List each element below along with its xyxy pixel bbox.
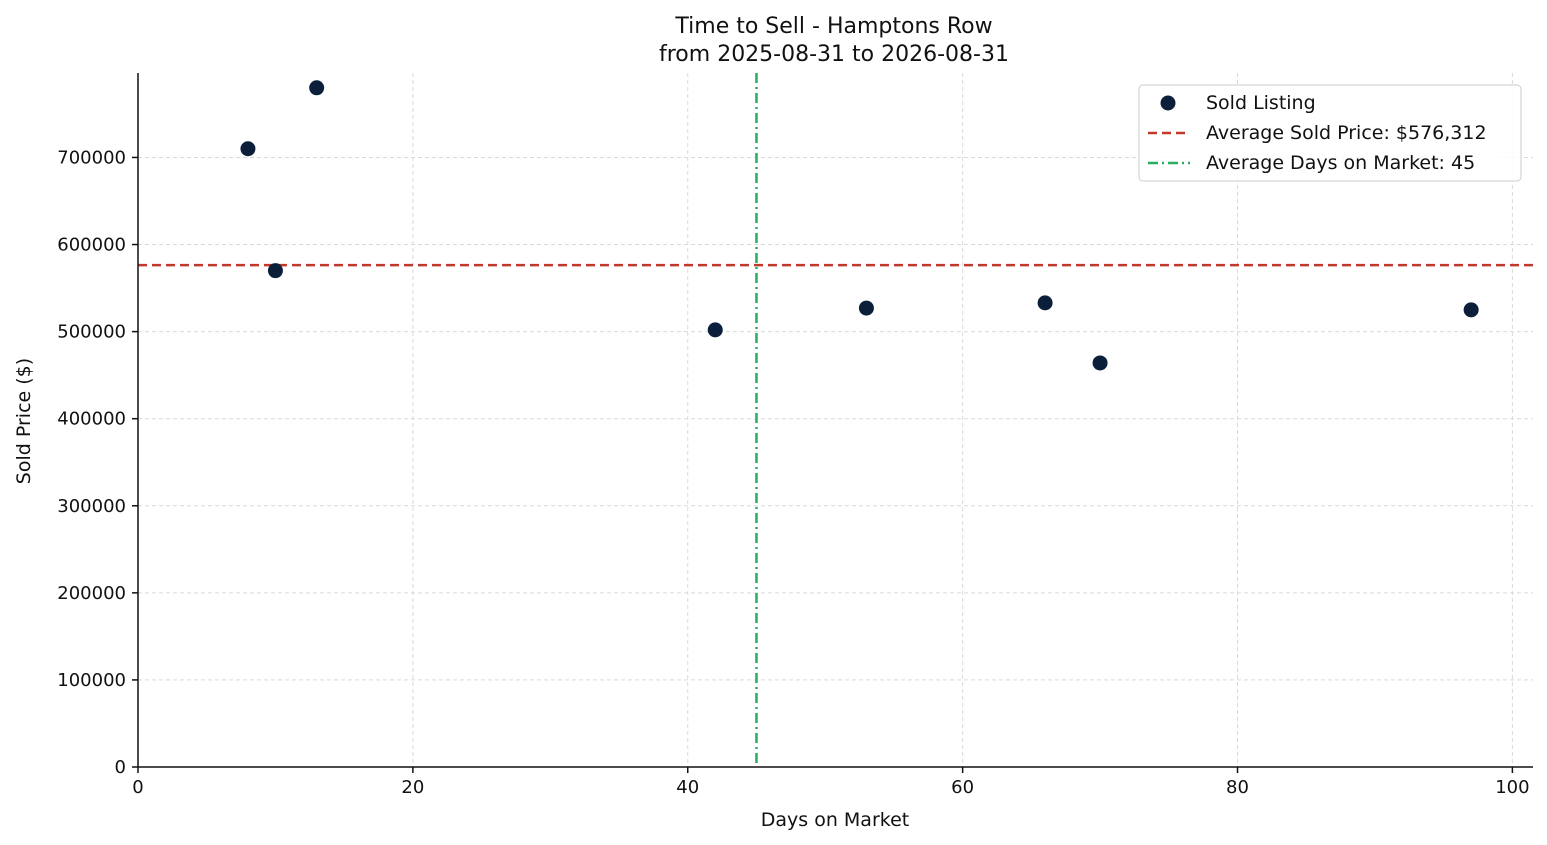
y-tick-label: 700000 (57, 147, 126, 168)
grid-lines (138, 73, 1533, 767)
legend-box (1138, 84, 1522, 182)
y-axis-label: Sold Price ($) (13, 358, 35, 484)
data-point (707, 322, 723, 338)
x-tick-label: 60 (951, 777, 974, 798)
x-tick-label: 80 (1226, 777, 1249, 798)
chart-title: Time to Sell - Hamptons Row (674, 14, 992, 39)
x-axis-ticks: 0 20 40 60 80 100 (132, 767, 1530, 798)
reference-lines (138, 73, 1533, 767)
legend: Sold Listing Average Sold Price: $576,31… (1138, 84, 1522, 182)
data-point (1463, 302, 1479, 318)
y-tick-label: 200000 (57, 583, 126, 604)
y-tick-label: 300000 (57, 496, 126, 517)
y-tick-label: 500000 (57, 322, 126, 343)
legend-marker-sold-listing (1160, 95, 1176, 111)
legend-label-sold-listing: Sold Listing (1206, 92, 1316, 114)
y-tick-label: 400000 (57, 409, 126, 430)
data-point (309, 80, 325, 96)
legend-label-average-days: Average Days on Market: 45 (1206, 152, 1475, 174)
y-axis-ticks: 0 100000 200000 300000 400000 500000 600000 700… (57, 147, 138, 778)
chart-subtitle: from 2025-08-31 to 2026-08-31 (659, 42, 1009, 67)
data-point (1092, 355, 1108, 371)
y-tick-label: 600000 (57, 235, 126, 256)
data-point (1037, 295, 1053, 311)
data-point (267, 263, 283, 279)
data-points (240, 80, 1479, 371)
data-point (858, 300, 874, 316)
legend-label-average-price: Average Sold Price: $576,312 (1206, 122, 1487, 144)
y-tick-label: 0 (115, 757, 126, 778)
x-tick-label: 0 (132, 777, 143, 798)
x-tick-label: 40 (676, 777, 699, 798)
data-point (240, 141, 256, 157)
y-tick-label: 100000 (57, 670, 126, 691)
x-axis-label: Days on Market (761, 809, 909, 831)
x-tick-label: 20 (401, 777, 424, 798)
x-tick-label: 100 (1495, 777, 1529, 798)
